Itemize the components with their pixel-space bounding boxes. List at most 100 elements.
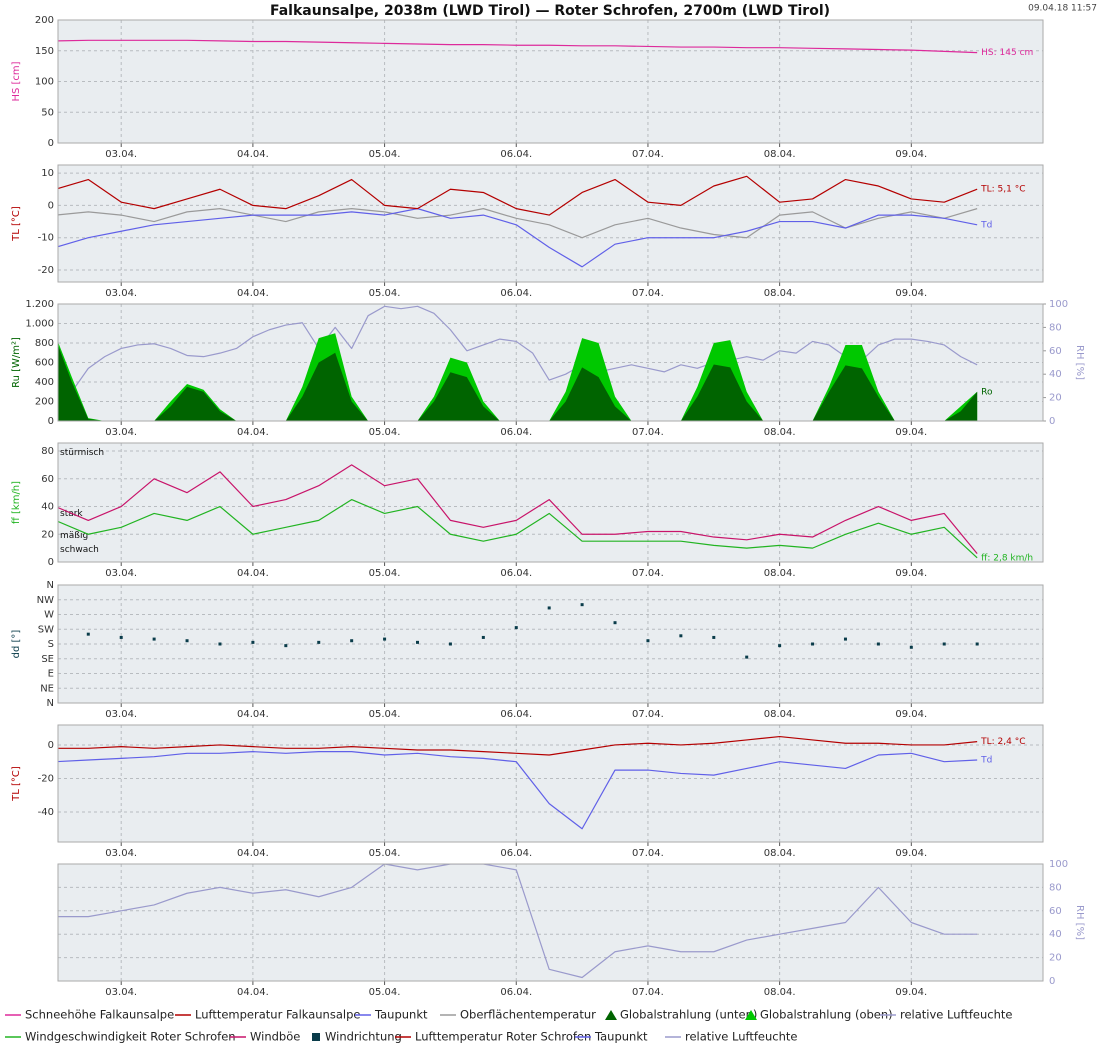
y-tick-label: -40	[38, 807, 54, 818]
x-tick-label: 07.04.	[632, 427, 664, 438]
x-tick-label: 04.04.	[237, 709, 269, 720]
y-tick-label: 40	[41, 502, 54, 513]
plot-border	[57, 724, 1044, 843]
y-tick-label: NE	[40, 683, 54, 694]
y2-tick-label: 20	[1049, 953, 1062, 964]
y2-tick-label: 100	[1049, 299, 1068, 310]
point	[481, 635, 485, 639]
point	[811, 642, 815, 646]
point	[843, 637, 847, 641]
series-group	[58, 39, 978, 54]
point	[218, 642, 222, 646]
x-tick-label: 05.04.	[369, 709, 401, 720]
point	[975, 642, 979, 646]
x-tick-label: 07.04.	[632, 288, 664, 299]
y-tick-label: 400	[35, 377, 54, 388]
y-tick-label: 600	[35, 358, 54, 369]
y-tick-label: 0	[48, 138, 54, 149]
line	[58, 175, 978, 216]
plot-border	[57, 164, 1044, 283]
y-axis-label: ff [km/h]	[11, 481, 22, 524]
x-tick-label: 03.04.	[105, 987, 137, 998]
point	[514, 626, 518, 630]
plot-border	[57, 584, 1044, 704]
point	[646, 639, 650, 643]
x-tick-label: 05.04.	[369, 149, 401, 160]
y-tick-label: -10	[38, 233, 54, 244]
threshold-label: schwach	[60, 545, 99, 555]
y2-tick-label: 80	[1049, 882, 1062, 893]
plot-border	[57, 303, 1044, 422]
x-tick-label: 08.04.	[764, 288, 796, 299]
x-tick-label: 08.04.	[764, 709, 796, 720]
y-tick-label: 60	[41, 474, 54, 485]
y-tick-label: N	[47, 698, 54, 709]
y-tick-label: 0	[48, 557, 54, 568]
x-tick-label: 07.04.	[632, 987, 664, 998]
x-tick-label: 03.04.	[105, 848, 137, 859]
y2-tick-label: 0	[1049, 416, 1055, 427]
y-axis-label: dd [°]	[11, 630, 22, 659]
plot-background	[58, 443, 1043, 562]
x-tick-label: 07.04.	[632, 848, 664, 859]
y-tick-label: N	[47, 580, 54, 591]
y-tick-label: SE	[41, 654, 54, 665]
point	[679, 634, 683, 638]
legend-swatch	[605, 1010, 617, 1020]
legend-label: Lufttemperatur Roter Schrofen	[415, 1030, 591, 1044]
y-tick-label: 80	[41, 446, 54, 457]
y2-tick-label: 60	[1049, 346, 1062, 357]
point	[251, 640, 255, 644]
plot-background	[58, 725, 1043, 842]
x-tick-label: 08.04.	[764, 149, 796, 160]
y-tick-label: W	[44, 610, 54, 621]
x-tick-label: 03.04.	[105, 149, 137, 160]
y-tick-label: NW	[37, 595, 54, 606]
x-tick-label: 03.04.	[105, 288, 137, 299]
series-group	[58, 175, 978, 268]
point	[415, 640, 419, 644]
series-group	[58, 864, 978, 979]
x-tick-label: 08.04.	[764, 848, 796, 859]
series-group	[58, 464, 978, 559]
y2-axis-label: RH [%]	[1074, 905, 1085, 940]
y-tick-label: 1.000	[25, 319, 54, 330]
x-tick-label: 06.04.	[500, 987, 532, 998]
x-tick-label: 07.04.	[632, 568, 664, 579]
end-label: Td	[980, 756, 992, 766]
point	[580, 603, 584, 607]
legend-swatch	[312, 1033, 320, 1041]
x-tick-label: 03.04.	[105, 709, 137, 720]
x-tick-label: 04.04.	[237, 427, 269, 438]
x-tick-label: 06.04.	[500, 149, 532, 160]
x-tick-label: 09.04.	[895, 848, 927, 859]
x-tick-label: 07.04.	[632, 149, 664, 160]
series-group	[58, 305, 978, 421]
legend-label: relative Luftfeuchte	[900, 1008, 1013, 1022]
y-tick-label: 0	[48, 416, 54, 427]
y-tick-label: 150	[35, 46, 54, 57]
line	[58, 464, 978, 555]
line	[58, 735, 978, 756]
x-tick-label: 09.04.	[895, 288, 927, 299]
plot-border	[57, 19, 1044, 144]
point	[185, 639, 189, 643]
y-tick-label: E	[48, 669, 54, 680]
x-tick-label: 04.04.	[237, 568, 269, 579]
point	[876, 642, 880, 646]
line	[58, 864, 978, 979]
x-tick-label: 03.04.	[105, 427, 137, 438]
y-tick-label: 20	[41, 529, 54, 540]
series-group	[86, 603, 979, 659]
y2-axis-label: RH [%]	[1074, 345, 1085, 380]
legend-label: Lufttemperatur Falkaunsalpe	[195, 1008, 360, 1022]
point	[778, 644, 782, 648]
point	[119, 635, 123, 639]
x-tick-label: 06.04.	[500, 427, 532, 438]
x-tick-label: 08.04.	[764, 568, 796, 579]
legend-label: Windböe	[250, 1030, 300, 1044]
x-tick-label: 04.04.	[237, 149, 269, 160]
point	[712, 635, 716, 639]
point	[942, 642, 946, 646]
x-tick-label: 09.04.	[895, 149, 927, 160]
